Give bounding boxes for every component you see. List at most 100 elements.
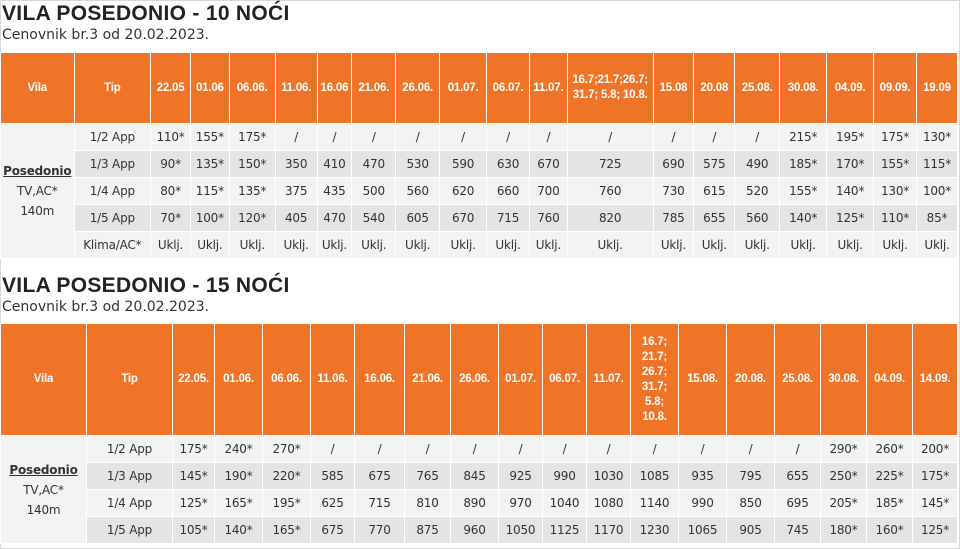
price-cell: 625: [310, 489, 355, 517]
price-cell: 350: [274, 150, 318, 178]
price-table-10-nights: Vila Tip 22.05 01.06 06.06. 11.06. 16.06 21.06.…: [0, 52, 959, 259]
price-cell: 670: [528, 150, 568, 178]
price-cell: /: [726, 435, 775, 463]
price-cell: 375: [274, 177, 318, 205]
header-date: 01.06: [189, 52, 230, 124]
vila-size: 140m: [26, 502, 61, 517]
vila-size: 140m: [20, 204, 55, 218]
price-cell: 715: [486, 204, 530, 232]
header-date: 30.08.: [779, 52, 828, 124]
price-cell: 760: [528, 204, 568, 232]
price-cell: 80*: [150, 177, 191, 205]
tip-cell: 1/2 App: [73, 123, 152, 151]
section-subtitle: Cenovnik br.3 od 20.02.2023.: [2, 27, 210, 43]
price-cell: 215*: [779, 123, 828, 151]
price-cell: 90*: [150, 150, 191, 178]
price-cell: 820: [566, 204, 654, 232]
header-date: 26.06.: [450, 323, 499, 436]
vila-name-link[interactable]: Posedonio: [3, 164, 72, 178]
price-cell: 140*: [214, 516, 263, 544]
header-date: 15.08: [652, 52, 695, 124]
price-cell: 1170: [586, 516, 631, 544]
header-row: Vila Tip 22.05 01.06 06.06. 11.06. 16.06 21.06.…: [0, 52, 959, 124]
header-date: 19.09: [915, 52, 959, 124]
price-cell: 990: [542, 462, 587, 490]
price-cell: 725: [566, 150, 654, 178]
section-title: VILA POSEDONIO - 15 NOĆI: [2, 274, 290, 297]
price-cell: 220*: [262, 462, 311, 490]
price-cell: Uklj.: [915, 231, 959, 259]
tip-cell: 1/5 App: [73, 204, 152, 232]
price-cell: 730: [652, 177, 695, 205]
header-date: 25.08.: [734, 52, 781, 124]
price-cell: 130*: [915, 123, 959, 151]
table-row: 1/3 App 145* 190* 220* 585 675 765 845 925 990 103…: [1, 462, 958, 490]
price-cell: 1140: [630, 489, 679, 517]
header-date: 04.09.: [826, 52, 875, 124]
price-cell: 935: [678, 462, 727, 490]
price-cell: 960: [450, 516, 499, 544]
price-cell: 180*: [820, 516, 867, 544]
header-date: 11.06.: [274, 52, 318, 124]
table-row: 1/5 App 105* 140* 165* 675 770 875 960 1050 1125 1…: [1, 516, 958, 544]
tip-cell: 1/4 App: [86, 489, 173, 517]
price-cell: 585: [310, 462, 355, 490]
header-date: 06.07.: [542, 323, 587, 436]
price-cell: 175*: [873, 123, 917, 151]
price-cell: /: [774, 435, 821, 463]
price-cell: 125*: [172, 489, 215, 517]
header-date: 06.06.: [228, 52, 276, 124]
price-cell: 670: [439, 204, 488, 232]
price-cell: 125*: [826, 204, 875, 232]
price-cell: 160*: [866, 516, 913, 544]
price-cell: /: [274, 123, 318, 151]
price-cell: 240*: [214, 435, 263, 463]
price-cell: 205*: [820, 489, 867, 517]
price-cell: /: [678, 435, 727, 463]
table-row: 1/4 App 80* 115* 135* 375 435 500 560 620 660 700 7…: [1, 177, 959, 205]
table-row: 1/3 App 90* 135* 150* 350 410 470 530 590 630 670 7…: [1, 150, 959, 178]
table-row: Klima/AC* Uklj. Uklj. Uklj. Uklj. Uklj. Uklj. U…: [1, 231, 959, 259]
header-row: Vila Tip 22.05. 01.06. 06.06. 11.06. 16.06. 21.…: [0, 323, 958, 436]
vila-cell: Posedonio TV,AC* 140m: [0, 123, 75, 259]
price-cell: 470: [351, 150, 397, 178]
header-tip: Tip: [73, 52, 152, 124]
header-date: 01.06.: [214, 323, 263, 436]
header-date: 26.06.: [395, 52, 441, 124]
price-cell: 195*: [262, 489, 311, 517]
table-row: 1/4 App 125* 165* 195* 625 715 810 890 970 1040 10…: [1, 489, 958, 517]
price-cell: Uklj.: [228, 231, 276, 259]
price-cell: /: [395, 123, 441, 151]
price-cell: /: [630, 435, 679, 463]
price-cell: 410: [316, 150, 353, 178]
price-cell: /: [486, 123, 530, 151]
header-date: 16.06.: [354, 323, 405, 436]
section-subtitle: Cenovnik br.3 od 20.02.2023.: [2, 299, 210, 315]
price-cell: 875: [404, 516, 451, 544]
header-date: 16.7;21.7;26.7; 31.7; 5.8; 10.8.: [566, 52, 654, 124]
price-cell: Uklj.: [734, 231, 781, 259]
tip-cell: 1/3 App: [73, 150, 152, 178]
vila-name-link[interactable]: Posedonio: [9, 462, 78, 477]
price-cell: Uklj.: [693, 231, 736, 259]
price-cell: /: [586, 435, 631, 463]
header-date: 21.06.: [351, 52, 397, 124]
price-cell: 150*: [228, 150, 276, 178]
price-cell: 500: [351, 177, 397, 205]
price-cell: Uklj.: [528, 231, 568, 259]
price-cell: 890: [450, 489, 499, 517]
price-cell: 490: [734, 150, 781, 178]
header-date: 25.08.: [774, 323, 821, 436]
header-date: 04.09.: [866, 323, 913, 436]
price-cell: 145*: [912, 489, 958, 517]
price-cell: /: [566, 123, 654, 151]
header-date: 21.06.: [404, 323, 451, 436]
price-cell: 125*: [912, 516, 958, 544]
price-cell: Uklj.: [873, 231, 917, 259]
price-cell: 185*: [866, 489, 913, 517]
price-cell: 655: [693, 204, 736, 232]
section-title: VILA POSEDONIO - 10 NOĆI: [2, 2, 290, 25]
price-table-15-nights: Vila Tip 22.05. 01.06. 06.06. 11.06. 16.06. 21.…: [0, 323, 958, 544]
price-cell: 225*: [866, 462, 913, 490]
price-cell: 1065: [678, 516, 727, 544]
